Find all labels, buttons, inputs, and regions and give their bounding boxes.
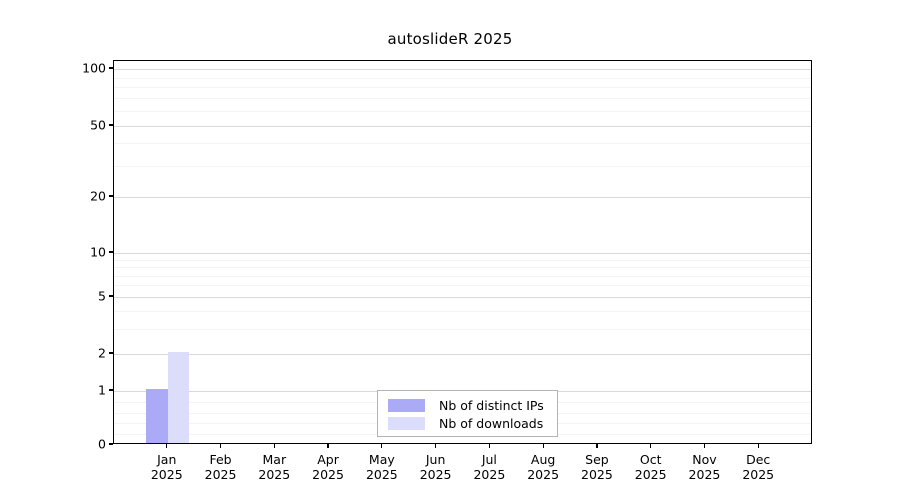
y-axis-tick-label: 2 [98, 345, 106, 361]
x-axis-tick-label-line: Oct [639, 452, 662, 467]
gridline-major [114, 297, 811, 298]
legend-label: Nb of distinct IPs [439, 397, 544, 413]
x-axis-tick-label-line: Jan [157, 452, 177, 467]
gridline-minor [114, 87, 811, 89]
x-axis-tick-mark [542, 444, 544, 448]
gridline-major [114, 126, 811, 127]
y-axis-tick-label: 1 [98, 382, 106, 398]
y-axis-tick-label: 20 [90, 188, 106, 204]
gridline-minor [114, 275, 811, 277]
x-axis-tick-mark [703, 444, 706, 448]
x-axis-tick-mark [434, 444, 437, 448]
x-axis-tick-label-line: 2025 [204, 467, 237, 482]
x-axis-tick-mark [596, 444, 598, 448]
gridline-minor [114, 310, 811, 312]
y-axis-tick-label: 100 [82, 60, 106, 76]
chart-legend: Nb of distinct IPs Nb of downloads [377, 390, 558, 437]
x-axis-tick-label-line: 2025 [312, 467, 344, 482]
x-axis-tick-label-line: Dec [746, 452, 771, 467]
chart-title: autoslideR 2025 [387, 30, 513, 48]
x-axis-tick-label-line: 2025 [581, 467, 613, 482]
x-axis-tick-label: May 2025 [342, 452, 422, 482]
bar [167, 352, 190, 443]
x-axis-tick-label-line: Nov [692, 452, 717, 467]
x-axis-tick-label-line: 2025 [419, 467, 452, 482]
x-axis-tick-label-line: Sep [585, 452, 609, 467]
x-axis-tick-label-line: Mar [262, 452, 287, 467]
gridline-minor [114, 267, 811, 269]
gridline-minor [114, 259, 811, 261]
gridline-minor [114, 98, 811, 100]
x-axis-tick-label-line: 2025 [258, 467, 291, 482]
y-axis-tick-labels: 0 1 2 5 10 20 50 100 [58, 0, 106, 500]
x-axis-tick-label-line: 2025 [634, 467, 667, 482]
gridline-minor [114, 77, 811, 79]
x-axis-tick-label: Jul 2025 [449, 452, 529, 482]
y-axis-tick-mark [109, 352, 113, 354]
legend-item: Nb of downloads [378, 414, 557, 432]
x-axis-tick-label-line: Jun [425, 452, 446, 467]
gridline-major [114, 354, 811, 355]
y-axis-tick-mark [109, 443, 113, 445]
x-axis-tick-mark [273, 444, 275, 448]
x-axis-tick-mark [757, 444, 759, 448]
x-axis-tick-label: Mar 2025 [234, 452, 314, 482]
y-axis-tick-label: 50 [90, 117, 106, 133]
x-axis-tick-label: Nov 2025 [664, 452, 744, 482]
x-axis-tick-label-line: 2025 [742, 467, 775, 482]
x-axis-tick-mark [381, 444, 383, 448]
x-axis-tick-label: Feb 2025 [181, 452, 261, 482]
x-axis-tick-label: Sep 2025 [557, 452, 637, 482]
y-axis-tick-mark [109, 67, 113, 69]
bars-layer [114, 61, 811, 443]
x-axis-tick-label-line: Jul [481, 452, 497, 467]
y-axis-tick-mark [109, 195, 113, 197]
x-axis-tick-label-line: Apr [317, 452, 339, 467]
legend-item: Nb of distinct IPs [378, 396, 557, 414]
gridline-minor [114, 143, 811, 145]
gridline-major [114, 69, 811, 70]
legend-label: Nb of downloads [439, 415, 544, 431]
x-axis-tick-label: Oct 2025 [611, 452, 691, 482]
x-axis-tick-mark [488, 444, 491, 448]
gridline-major [114, 253, 811, 254]
x-axis-tick-label: Aug 2025 [503, 452, 583, 482]
gridline-minor [114, 285, 811, 287]
y-axis-tick-mark [109, 295, 113, 297]
legend-swatch [388, 398, 425, 412]
y-axis-tick-label: 5 [98, 288, 106, 304]
x-axis-tick-label-line: Feb [209, 452, 232, 467]
x-axis-tick-label-line: 2025 [365, 467, 398, 482]
y-axis-tick-mark [109, 124, 113, 126]
y-axis-tick-mark [109, 389, 113, 391]
x-axis-tick-label-line: Aug [530, 452, 556, 467]
gridline-minor [114, 328, 811, 330]
x-axis-tick-mark [650, 444, 652, 448]
x-axis-tick-mark [327, 444, 329, 448]
y-axis-tick-mark [109, 251, 113, 253]
x-axis-tick-label: Jun 2025 [396, 452, 476, 482]
legend-swatch [388, 416, 425, 430]
x-axis-tick-label-line: 2025 [473, 467, 506, 482]
y-axis-tick-label: 0 [98, 436, 106, 452]
gridline-minor [114, 111, 811, 112]
x-axis-tick-mark [219, 444, 222, 448]
x-axis-tick-label-line: May [368, 452, 395, 467]
x-axis-tick-label: Apr 2025 [288, 452, 368, 482]
x-axis-tick-label-line: 2025 [688, 467, 721, 482]
gridline-minor [114, 165, 811, 167]
x-axis-tick-label: Dec 2025 [718, 452, 798, 482]
plot-area [113, 60, 812, 444]
x-axis-tick-label: Jan 2025 [127, 452, 207, 482]
gridline-major [114, 197, 811, 198]
x-axis-tick-label-line: 2025 [150, 467, 183, 482]
bar [146, 389, 168, 443]
x-axis-tick-mark [166, 444, 168, 448]
y-axis-tick-label: 10 [90, 244, 106, 260]
x-axis-tick-label-line: 2025 [527, 467, 560, 482]
